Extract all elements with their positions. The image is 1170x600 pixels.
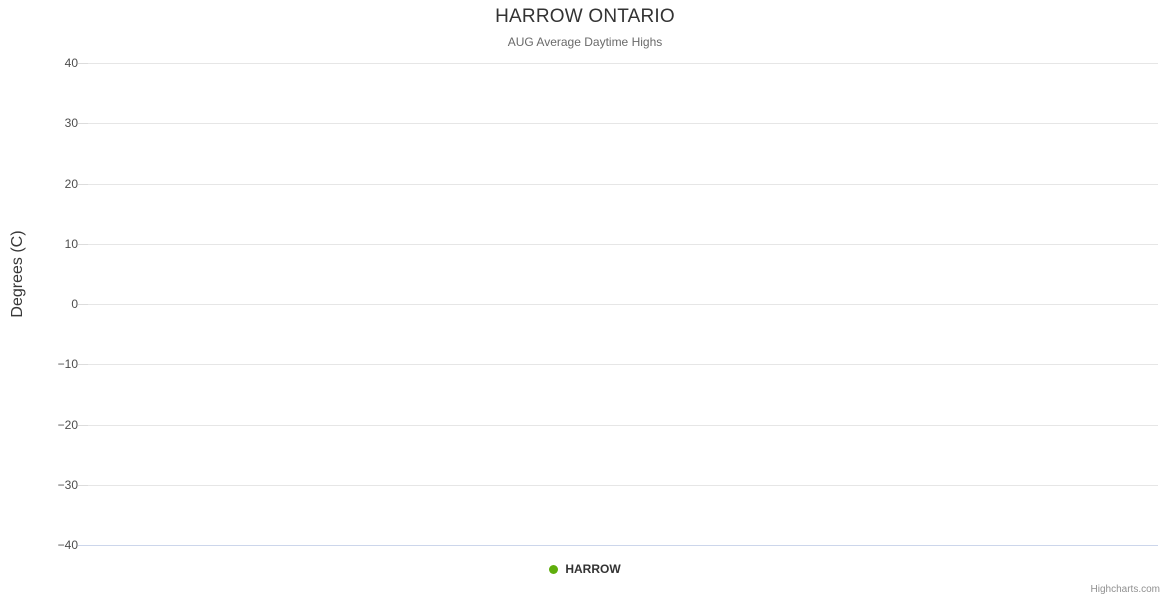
y-axis-tick-label: −20	[57, 418, 78, 432]
chart-legend: HARROW	[0, 562, 1170, 576]
chart-title: HARROW ONTARIO	[495, 6, 675, 27]
gridline	[88, 244, 1158, 245]
y-axis-tick-mark	[78, 485, 88, 486]
chart-subtitle: AUG Average Daytime Highs	[507, 35, 663, 49]
highcharts-credits-link[interactable]: Highcharts.com	[1090, 584, 1160, 595]
legend-marker-circle-icon	[549, 564, 559, 574]
gridline	[88, 364, 1158, 365]
y-axis-tick-label: −10	[57, 357, 78, 371]
y-axis-tick-label: 30	[64, 116, 78, 130]
y-axis-tick-mark	[78, 244, 88, 245]
gridline	[88, 485, 1158, 486]
y-axis-tick-label: 0	[71, 297, 78, 311]
y-axis-tick-label: −40	[57, 538, 78, 552]
legend-item-harrow[interactable]: HARROW	[549, 562, 621, 576]
y-axis-labels: 40 30 20 10 0 −10 −20 −30 −40	[18, 56, 78, 552]
y-axis-tick-mark	[78, 545, 88, 546]
gridline	[88, 545, 1158, 546]
y-axis-tick-mark	[78, 123, 88, 124]
y-axis-tick-mark	[78, 425, 88, 426]
gridline	[88, 123, 1158, 124]
y-axis-tick-mark	[78, 184, 88, 185]
y-axis-tick-label: 20	[64, 177, 78, 191]
y-axis-tick-mark	[78, 63, 88, 64]
y-axis-tick-label: 10	[64, 237, 78, 251]
legend-item-label: HARROW	[565, 562, 621, 576]
y-axis-tick-mark	[78, 304, 88, 305]
gridline	[88, 63, 1158, 64]
plot-area	[78, 63, 1158, 546]
y-axis-tick-label: 40	[64, 56, 78, 70]
y-axis-tick-mark	[78, 364, 88, 365]
y-axis-tick-label: −30	[57, 478, 78, 492]
gridline	[88, 304, 1158, 305]
gridline	[88, 184, 1158, 185]
gridline	[88, 425, 1158, 426]
